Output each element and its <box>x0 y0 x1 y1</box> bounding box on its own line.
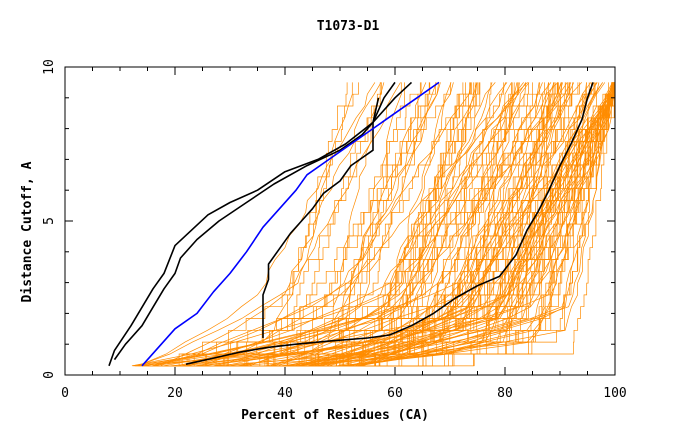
model-curve <box>209 82 471 367</box>
model-curves <box>131 82 616 367</box>
x-tick-label: 0 <box>61 386 69 401</box>
y-tick-label: 0 <box>42 371 57 379</box>
x-tick-label: 80 <box>497 386 513 401</box>
highlight-curve-black <box>185 82 594 365</box>
model-curve <box>346 82 556 367</box>
model-curve <box>148 82 359 367</box>
model-curve <box>270 82 520 367</box>
x-tick-label: 100 <box>603 386 626 401</box>
model-curve <box>290 82 512 367</box>
model-curve <box>227 82 422 367</box>
model-curve <box>198 82 437 367</box>
highlight-curve-blue <box>141 81 440 367</box>
model-curve <box>277 82 596 367</box>
x-tick-label: 40 <box>277 386 293 401</box>
model-curve <box>137 82 353 367</box>
highlight-curve-black <box>113 81 396 361</box>
model-curve <box>137 82 376 367</box>
model-curve <box>263 82 466 367</box>
axis-ticks: 0 20 40 60 80 100 0 5 10 <box>42 59 627 401</box>
model-curve <box>357 82 616 367</box>
model-curve <box>355 82 609 367</box>
model-curve <box>181 82 430 367</box>
model-curve <box>209 82 505 367</box>
chart-title: T1073-D1 <box>317 19 380 34</box>
highlight-curve-black <box>108 81 413 367</box>
model-curve <box>138 82 381 367</box>
model-curve <box>316 82 518 367</box>
model-curve <box>141 82 348 367</box>
model-curve <box>202 82 405 367</box>
model-curve <box>156 82 421 367</box>
x-tick-label: 60 <box>387 386 403 401</box>
y-axis-label: Distance Cutoff, A <box>20 161 35 302</box>
model-curve <box>244 82 530 367</box>
y-tick-label: 5 <box>42 217 57 225</box>
model-curve <box>233 82 436 367</box>
y-tick-label: 10 <box>42 59 57 75</box>
highlight-curve-black <box>262 97 380 338</box>
model-curve <box>132 82 471 367</box>
model-curve <box>289 82 614 367</box>
model-curve <box>328 82 616 367</box>
highlighted-curves <box>108 81 594 367</box>
model-curve <box>136 82 476 367</box>
model-curve <box>174 82 382 367</box>
model-curve <box>300 82 527 367</box>
x-axis-label: Percent of Residues (CA) <box>241 408 429 423</box>
x-tick-label: 20 <box>167 386 183 401</box>
